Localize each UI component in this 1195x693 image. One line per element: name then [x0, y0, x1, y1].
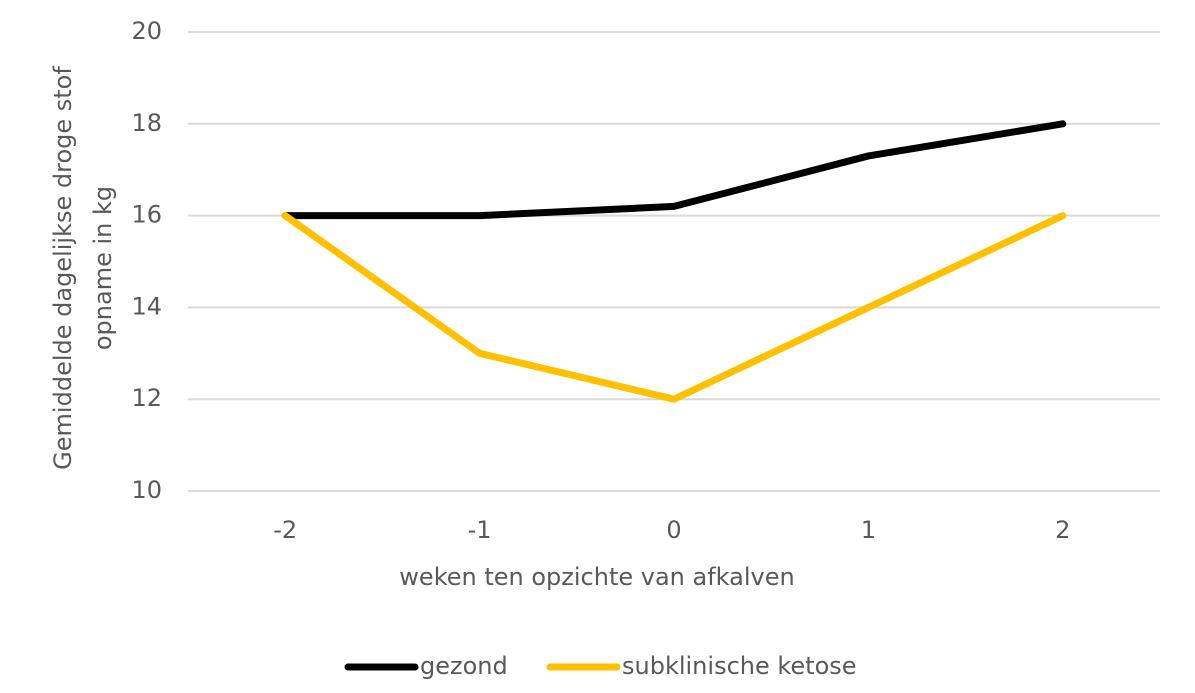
y-tick-label: 14: [131, 292, 162, 320]
x-tick-label: 0: [666, 516, 681, 544]
series-line: [281, 120, 1067, 220]
series-line: [281, 212, 1067, 403]
x-tick-label: -2: [273, 516, 297, 544]
legend-label: gezond: [420, 652, 508, 680]
x-tick-label: 1: [861, 516, 876, 544]
y-tick-label: 16: [131, 201, 162, 229]
y-tick-label: 20: [131, 17, 162, 45]
y-tick-label: 18: [131, 109, 162, 137]
y-tick-label: 12: [131, 384, 162, 412]
y-axis-label-line: opname in kg: [89, 186, 117, 350]
x-tick-label: -1: [468, 516, 492, 544]
legend-label: subklinische ketose: [622, 652, 857, 680]
y-axis-label-line: Gemiddelde dagelijkse droge stof: [49, 66, 77, 470]
x-tick-label: 2: [1055, 516, 1070, 544]
x-axis-label: weken ten opzichte van afkalven: [399, 563, 794, 591]
y-tick-label: 10: [131, 476, 162, 504]
y-axis-label: Gemiddelde dagelijkse droge stof opname …: [49, 66, 117, 470]
